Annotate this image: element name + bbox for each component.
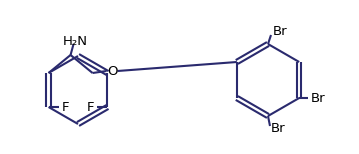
Text: H₂N: H₂N [63, 34, 88, 47]
Text: Br: Br [273, 24, 288, 38]
Text: F: F [87, 101, 94, 113]
Text: O: O [107, 65, 118, 77]
Text: Br: Br [271, 122, 286, 136]
Text: Br: Br [311, 91, 326, 105]
Text: F: F [61, 101, 69, 113]
